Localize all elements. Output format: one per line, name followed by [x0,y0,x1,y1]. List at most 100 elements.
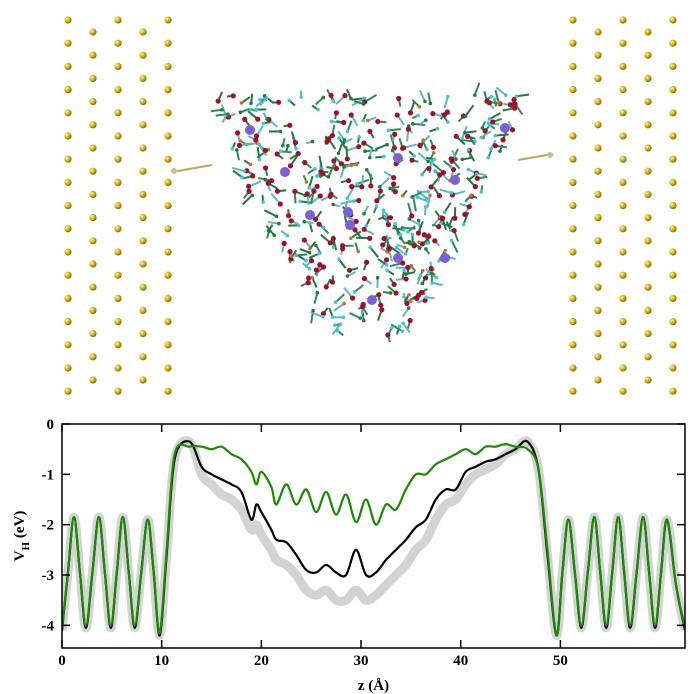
atom [473,93,477,97]
atom [315,290,320,295]
atom [388,291,393,295]
bond [267,220,280,225]
atom [426,233,432,239]
gold-atom [114,178,122,186]
atom [451,227,457,234]
atom [327,240,333,246]
atom [265,117,269,121]
atom [409,157,415,163]
gold-atom [139,167,147,175]
atom [346,267,353,273]
wire [171,164,213,173]
y-tick-label: 0 [47,417,55,433]
atom [449,238,454,243]
atom [479,135,484,140]
bond [489,112,501,120]
gold-atom [89,51,97,59]
atom [493,133,497,138]
x-tick-label: 50 [553,653,568,669]
bond [443,202,452,213]
gold-atom [64,178,72,186]
gold-atom [594,306,602,314]
bond [338,258,347,269]
atom [329,119,334,124]
gold-atom [644,353,652,361]
gold-atom [64,155,72,163]
atom [356,249,360,254]
gold-atom [669,387,677,395]
atom [377,184,382,189]
atom [236,142,243,148]
atom [338,161,344,167]
atom [402,228,406,232]
atom [385,332,391,338]
x-tick-label: 20 [254,653,269,669]
atom [339,243,346,249]
gold-atom [164,294,172,302]
gold-atom [619,364,627,372]
atom [318,169,324,175]
atom [393,222,397,226]
atom [480,126,485,130]
bond [427,92,432,104]
atom [361,118,365,123]
atom [378,302,384,308]
gold-atom [569,225,577,233]
atom [299,95,303,99]
structure-image [64,16,677,395]
gold-atom [569,178,577,186]
bond [241,194,253,206]
atom [391,175,397,181]
atom [296,223,301,228]
atom [436,224,442,230]
atom [326,175,331,179]
atom [432,238,438,244]
gold-atom [139,214,147,222]
atom [454,157,458,162]
atom [406,306,411,310]
bond [417,196,429,203]
atom [466,167,471,172]
atom [401,193,405,198]
bond [369,246,380,259]
atom [235,130,241,136]
atom [410,195,414,199]
gold-atom [114,364,122,372]
atom [366,118,370,123]
atom [349,96,353,101]
y-axis-label: VH (eV) [12,511,32,562]
gold-atom [644,190,652,198]
atom [238,138,242,143]
atom [422,297,428,303]
gold-atom [619,225,627,233]
gold-atom [619,294,627,302]
atom [355,182,359,186]
gold-atom [114,341,122,349]
atom [428,265,434,272]
atom [486,155,491,160]
bond [313,292,319,304]
atom [420,281,425,286]
atom [400,329,405,334]
atom [246,188,252,194]
gold-atom [89,144,97,152]
gold-atom [619,248,627,256]
atom [449,164,453,169]
gold-atom [164,39,172,47]
gold-atom [669,62,677,70]
gold-atom [89,28,97,36]
atom [287,122,293,128]
gold-atom [644,144,652,152]
atom [277,221,281,226]
gold-atom [64,109,72,117]
bond [333,302,345,312]
atom [288,218,294,224]
gold-atom [569,62,577,70]
gold-atom [164,155,172,163]
atom [333,110,340,116]
bond [439,188,452,194]
atom [352,199,356,203]
x-tick-label: 30 [354,653,369,669]
gold-atom [594,74,602,82]
bond [339,200,355,205]
